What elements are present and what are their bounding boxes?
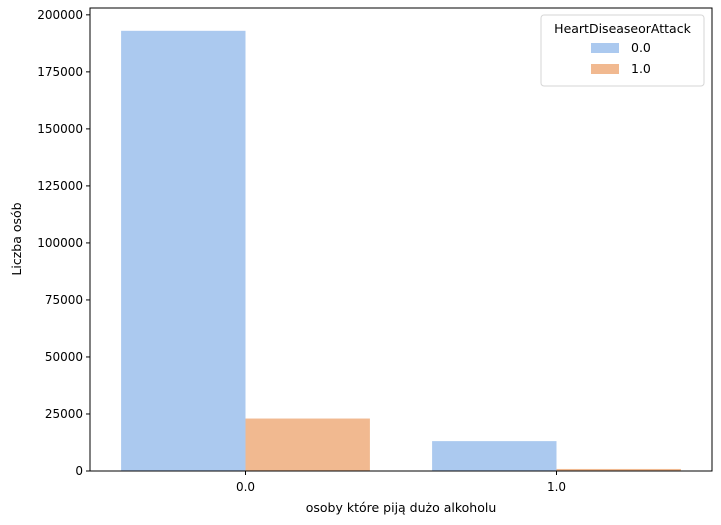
plot-frame	[89, 7, 713, 472]
y-tick-label-1: 25000	[45, 407, 83, 421]
legend-frame	[540, 14, 705, 87]
y-tick-label-3: 75000	[45, 293, 83, 307]
x-tick-label-1: 1.0	[547, 480, 566, 494]
y-tick-label-5: 125000	[37, 179, 83, 193]
x-axis: 0.0 1.0	[236, 471, 566, 494]
x-axis-label: osoby które piją dużo alkoholu	[306, 500, 497, 515]
legend-swatch-1	[591, 64, 619, 74]
y-tick-label-4: 100000	[37, 236, 83, 250]
bars-group	[121, 30, 681, 471]
legend-label-1: 1.0	[631, 61, 651, 76]
bar-1.0-1.0	[556, 468, 681, 471]
y-tick-label-6: 150000	[37, 122, 83, 136]
y-tick-label-0: 0	[75, 464, 83, 478]
legend-title: HeartDiseaseorAttack	[554, 21, 691, 36]
y-tick-label-7: 175000	[37, 65, 83, 79]
y-tick-label-8: 200000	[37, 8, 83, 22]
y-tick-label-2: 50000	[45, 350, 83, 364]
bar-1.0-0.0	[245, 418, 370, 471]
y-axis: 0 25000 50000 75000 100000 125000 150000 175000…	[37, 8, 90, 478]
legend-label-0: 0.0	[631, 40, 651, 55]
bar-0.0-0.0	[121, 30, 246, 471]
bar-0.0-1.0	[432, 441, 557, 471]
legend-swatch-0	[591, 43, 619, 53]
legend: HeartDiseaseorAttack 0.0 1.0	[540, 14, 705, 87]
x-tick-label-0: 0.0	[236, 480, 255, 494]
y-axis-label: Liczba osób	[9, 202, 24, 275]
